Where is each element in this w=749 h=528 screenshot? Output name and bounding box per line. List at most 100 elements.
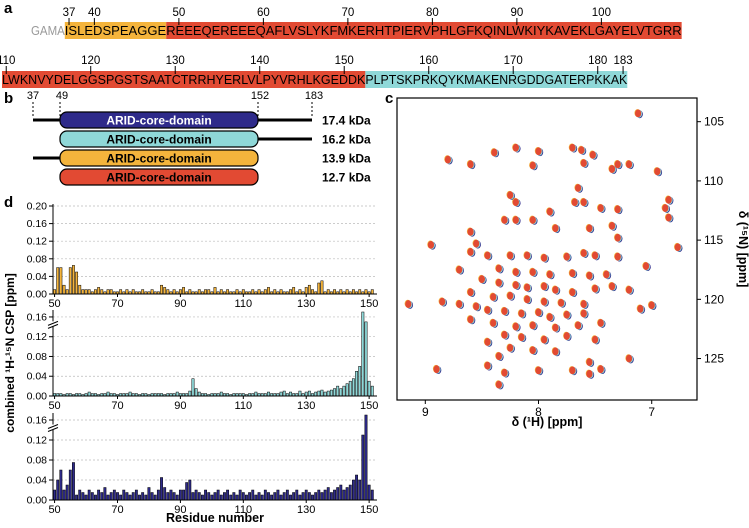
csp-bar — [119, 494, 123, 501]
csp-bar — [355, 474, 358, 501]
csp-bar — [116, 492, 119, 501]
nmr-peak — [597, 365, 604, 374]
nmr-peak — [427, 240, 435, 249]
csp-bar — [276, 489, 280, 501]
sequence-tick-label: 140 — [250, 55, 269, 67]
csp-bar — [213, 492, 217, 501]
csp-bar — [311, 289, 314, 295]
sequence-tick-label: 50 — [172, 7, 185, 19]
csp-bar — [84, 494, 88, 501]
csp-bar — [241, 289, 245, 295]
csp-bar — [194, 489, 198, 501]
csp-bar — [128, 391, 132, 397]
domain-mass: 13.9 kDa — [322, 152, 371, 166]
nmr-peak — [586, 358, 593, 367]
csp-xtick-label: 70 — [111, 400, 123, 412]
csp-bar — [153, 494, 157, 501]
nmr-peak — [665, 195, 672, 204]
csp-ytick-label: 0.12 — [27, 236, 48, 248]
csp-bar — [295, 489, 299, 501]
csp-bar — [172, 492, 176, 501]
nmr-peak — [546, 270, 553, 279]
csp-bar — [326, 487, 330, 501]
csp-bar — [160, 284, 163, 295]
csp-bar — [53, 289, 56, 295]
nmr-peak — [580, 249, 587, 258]
csp-xtick-label: 70 — [111, 504, 123, 516]
csp-ytick-label: 0.16 — [27, 218, 48, 230]
csp-bar — [175, 391, 179, 397]
csp-ytick-label: 0.04 — [27, 475, 48, 487]
csp-bar — [314, 391, 318, 397]
csp-bar — [361, 434, 365, 501]
nmr-peak — [552, 285, 559, 294]
csp-xtick-label: 110 — [235, 400, 253, 412]
nmr-peak — [578, 146, 585, 155]
csp-bar — [304, 489, 308, 501]
nmr-peak — [512, 198, 519, 207]
nmr-ytick-label: 125 — [704, 352, 724, 366]
csp-bar — [320, 492, 324, 501]
csp-xtick-label: 130 — [297, 400, 315, 412]
sequence-tick-label: 170 — [504, 55, 523, 67]
csp-ytick-label: 0.04 — [27, 371, 48, 383]
csp-bar — [307, 284, 311, 295]
csp-bar — [279, 391, 283, 397]
csp-bar — [298, 494, 302, 501]
csp-bar — [147, 487, 151, 501]
csp-bar — [81, 289, 85, 295]
csp-bar — [191, 492, 195, 501]
csp-bar — [68, 267, 72, 295]
csp-bar — [235, 289, 239, 295]
csp-bar — [304, 287, 308, 295]
domain-mass: 16.2 kDa — [322, 133, 371, 147]
csp-bar — [304, 391, 308, 397]
csp-bar — [125, 492, 129, 501]
csp-bar — [103, 487, 107, 501]
csp-bar — [314, 492, 318, 501]
sequence-tick-label: 70 — [341, 7, 354, 19]
csp-xtick-label: 90 — [174, 298, 186, 310]
csp-bar — [326, 390, 330, 397]
csp-bar — [267, 492, 270, 501]
csp-ytick-label: 0.08 — [27, 253, 48, 265]
nmr-peak — [512, 268, 519, 276]
csp-xtick-label: 90 — [174, 400, 186, 412]
csp-ytick-label: 0.04 — [27, 271, 48, 283]
csp-bar — [285, 489, 289, 501]
csp-bar — [59, 267, 63, 295]
csp-bar — [204, 289, 207, 295]
nmr-peak — [444, 155, 452, 164]
csp-bar — [320, 389, 324, 397]
domain-tick-label: 183 — [305, 90, 323, 102]
csp-bar — [320, 280, 324, 295]
csp-bar — [245, 494, 248, 501]
nmr-peak — [405, 300, 412, 308]
csp-bar — [367, 380, 371, 397]
nmr-peak — [529, 321, 536, 330]
nmr-peak — [473, 302, 480, 311]
nmr-peak — [608, 222, 616, 230]
nmr-peak — [507, 251, 514, 260]
csp-bar — [97, 287, 101, 295]
nmr-peak — [473, 239, 480, 248]
csp-xlabel: Residue number — [166, 511, 264, 525]
nmr-peak — [648, 301, 655, 310]
csp-bar — [72, 462, 75, 501]
nmr-peak — [569, 366, 576, 375]
csp-bar — [156, 489, 160, 501]
csp-bar — [260, 494, 264, 501]
csp-bar — [141, 289, 145, 295]
domain-tick-label: 37 — [27, 90, 39, 102]
nmr-peak — [467, 227, 474, 236]
sequence-text: PLPTSKPRKQYKMAKENRGDDGATERPKKAK — [365, 72, 627, 87]
csp-bar — [109, 492, 113, 501]
csp-bar — [279, 289, 283, 295]
nmr-peak — [507, 191, 514, 200]
csp-axis-break — [47, 427, 59, 432]
nmr-peak — [524, 283, 531, 292]
csp-bar — [336, 487, 340, 501]
nmr-peak — [524, 251, 531, 260]
nmr-peak — [535, 308, 542, 317]
sequence-tick-label: 160 — [419, 55, 438, 67]
